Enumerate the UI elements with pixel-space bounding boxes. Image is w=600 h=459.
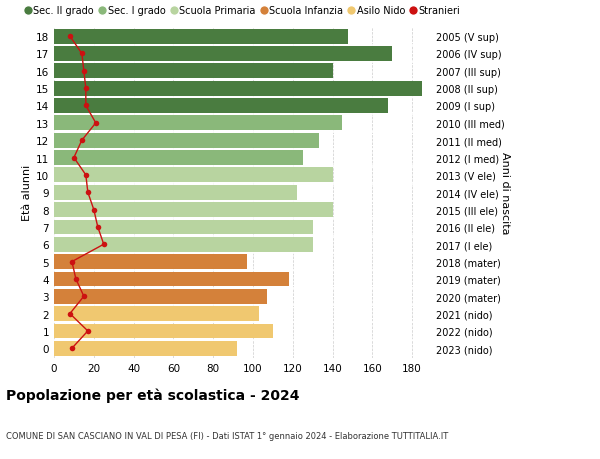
Bar: [54, 341, 237, 356]
Bar: [54, 307, 259, 321]
Bar: [54, 82, 422, 96]
Bar: [54, 289, 267, 304]
Bar: [54, 324, 273, 339]
Bar: [54, 203, 332, 218]
Text: Popolazione per età scolastica - 2024: Popolazione per età scolastica - 2024: [6, 388, 299, 403]
Bar: [54, 255, 247, 269]
Y-axis label: Anni di nascita: Anni di nascita: [500, 151, 511, 234]
Y-axis label: Età alunni: Età alunni: [22, 165, 32, 221]
Bar: [54, 185, 297, 200]
Bar: [54, 116, 343, 131]
Bar: [54, 47, 392, 62]
Bar: [54, 168, 332, 183]
Bar: [54, 272, 289, 287]
Bar: [54, 99, 388, 114]
Bar: [54, 220, 313, 235]
Bar: [54, 30, 349, 45]
Bar: [54, 237, 313, 252]
Legend: Sec. II grado, Sec. I grado, Scuola Primaria, Scuola Infanzia, Asilo Nido, Stran: Sec. II grado, Sec. I grado, Scuola Prim…: [26, 6, 460, 16]
Text: COMUNE DI SAN CASCIANO IN VAL DI PESA (FI) - Dati ISTAT 1° gennaio 2024 - Elabor: COMUNE DI SAN CASCIANO IN VAL DI PESA (F…: [6, 431, 448, 441]
Bar: [54, 64, 332, 79]
Bar: [54, 134, 319, 148]
Bar: [54, 151, 302, 166]
